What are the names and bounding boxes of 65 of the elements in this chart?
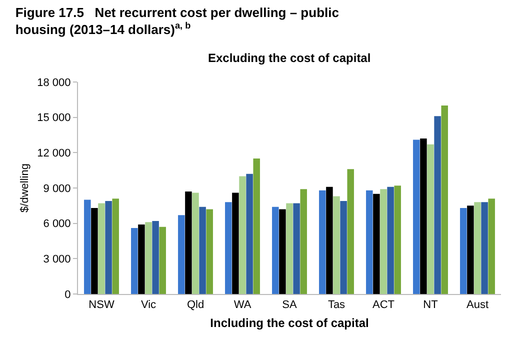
x-tick-label: Tas <box>328 299 346 312</box>
y-tick-label: 15 000 <box>37 112 71 124</box>
bar <box>225 202 232 294</box>
x-tick-label: Aust <box>466 299 489 312</box>
bar <box>246 174 253 294</box>
y-tick-label: 12 000 <box>37 148 71 160</box>
bar <box>178 215 185 294</box>
bar <box>326 186 333 294</box>
y-tick-label: 6 000 <box>43 218 71 230</box>
bar <box>253 158 260 294</box>
bar <box>488 198 495 294</box>
y-tick-label: 0 <box>64 288 71 301</box>
bar <box>427 144 434 294</box>
x-tick-label: Vic <box>140 299 157 312</box>
bar <box>239 176 246 294</box>
x-tick-label: ACT <box>372 299 395 312</box>
bar <box>394 186 401 294</box>
y-axis-title: $/dwelling <box>18 164 31 212</box>
bar <box>441 106 448 294</box>
bar <box>340 200 347 294</box>
bar <box>434 116 441 294</box>
bar <box>199 206 206 294</box>
x-tick-label: NT <box>423 299 438 312</box>
bar <box>300 189 307 294</box>
bar <box>145 222 152 294</box>
bar <box>206 209 213 294</box>
chart-title: Figure 17.5 Net recurrent cost per dwelling – public housing (2013–14 dollars)$^{a, b}$ <box>15 5 339 37</box>
bar <box>105 200 112 294</box>
bar <box>232 192 239 294</box>
bar <box>366 190 373 294</box>
bar <box>293 203 300 294</box>
bar <box>84 200 91 294</box>
bar <box>319 190 326 294</box>
bar <box>98 203 105 294</box>
bar <box>420 138 427 294</box>
x-tick-label: WA <box>234 299 252 312</box>
bar <box>347 169 354 294</box>
bar <box>387 186 394 294</box>
bar <box>413 140 420 294</box>
chart-subtitle: Excluding the cost of capital <box>208 51 371 65</box>
y-tick-label: 9 000 <box>43 182 71 195</box>
y-tick-label: 3 000 <box>43 254 71 266</box>
x-tick-label: SA <box>282 299 298 312</box>
bar <box>138 224 145 294</box>
x-tick-label: NSW <box>88 299 115 312</box>
bar <box>159 226 166 294</box>
x-tick-label: Qld <box>186 299 204 312</box>
x-axis-title: Including the cost of capital <box>210 316 369 330</box>
bar <box>286 203 293 294</box>
bar <box>333 196 340 294</box>
bar <box>474 202 481 294</box>
bar <box>279 209 286 294</box>
bar <box>380 189 387 294</box>
y-tick-label: 18 000 <box>37 76 71 89</box>
bar <box>112 198 119 294</box>
bar <box>460 208 467 294</box>
bar <box>481 202 488 294</box>
bar <box>91 208 98 294</box>
bar <box>152 220 159 294</box>
bar <box>272 206 279 294</box>
bar <box>185 192 192 294</box>
bar <box>373 194 380 294</box>
bar <box>467 206 474 294</box>
bar <box>131 228 138 294</box>
bar <box>192 192 199 294</box>
